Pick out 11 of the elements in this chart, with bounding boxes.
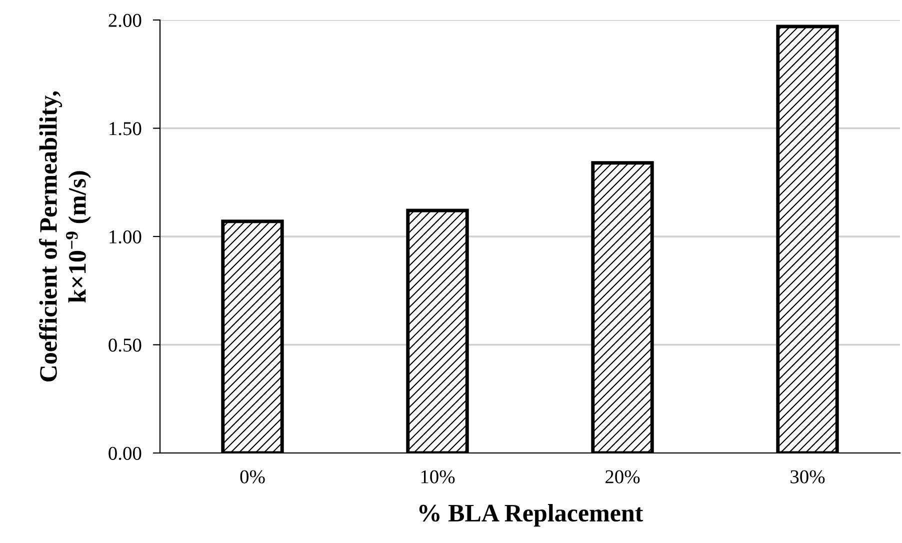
x-tick-label: 30%	[790, 470, 825, 484]
y-tick-label: 2.00	[108, 14, 142, 28]
y-tick-label: 0.00	[108, 446, 142, 460]
y-tick-label: 1.00	[110, 230, 142, 244]
x-tick-label: 20%	[606, 470, 640, 484]
y-tick-label: 0.50	[108, 338, 142, 352]
x-tick-label: 0%	[240, 470, 265, 484]
x-tick-label: 10%	[421, 470, 455, 484]
y-tick-label: 1.50	[110, 122, 142, 136]
y-axis-title: Coefficient of Permeability, k×10$^{−9}$ (m/s)	[39, 91, 91, 382]
x-axis-title: % BLA Replacement	[419, 504, 644, 527]
